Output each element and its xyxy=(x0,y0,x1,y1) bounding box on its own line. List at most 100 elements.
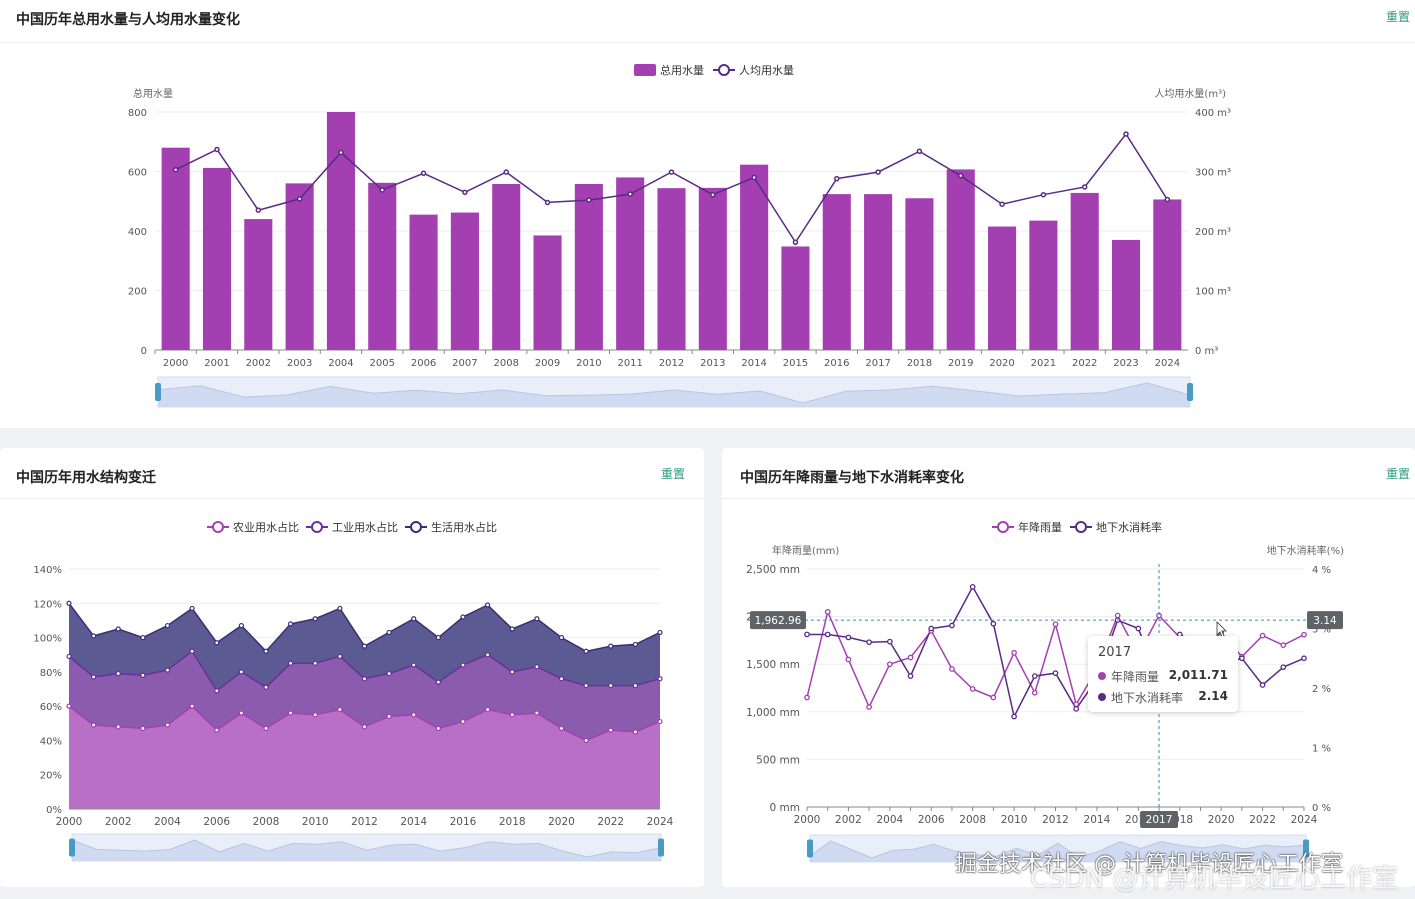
line-point xyxy=(969,686,976,692)
y-axis-title-left: 总用水量 xyxy=(133,87,173,100)
x-tick-label: 2019 xyxy=(948,358,973,369)
datazoom-preview-line xyxy=(809,840,1307,859)
line-point xyxy=(534,664,540,670)
line-point xyxy=(804,694,810,701)
bar xyxy=(244,219,273,350)
line-point xyxy=(255,207,262,213)
x-tick-label: 2018 xyxy=(907,358,932,369)
reset-button[interactable]: 重置 xyxy=(1386,10,1411,24)
y-tick-label: 500 mm xyxy=(756,754,800,766)
axis-pointer-label-x: 2017 xyxy=(1146,814,1173,826)
y-axis-title-right: 人均用水量(m³) xyxy=(1154,88,1226,100)
line-point xyxy=(435,725,441,732)
line-point xyxy=(657,629,663,636)
legend-label: 工业用水占比 xyxy=(332,520,398,534)
y-tick-label-right: 300 m³ xyxy=(1195,168,1231,179)
tooltip-row: 地下水消耗率 2.14 xyxy=(1098,689,1228,705)
line-point xyxy=(558,725,565,732)
divider xyxy=(0,42,1415,43)
line-point xyxy=(1301,655,1307,662)
line-point xyxy=(312,616,318,622)
panel-water-structure: 中国历年用水结构变迁 重置 农业用水占比 工业用水占比 生活用水占比 0% 20% 40%… xyxy=(0,448,704,887)
line-point xyxy=(668,169,675,175)
line-point xyxy=(435,679,441,685)
x-tick-label: 2004 xyxy=(154,816,181,828)
line-point xyxy=(1052,621,1059,628)
x-tick-label: 2002 xyxy=(105,816,132,828)
y-tick-label: 60% xyxy=(40,702,62,713)
y-tick-label: 0 xyxy=(141,346,147,357)
line-point xyxy=(534,710,540,716)
x-tick-label: 2007 xyxy=(452,358,477,369)
line-point xyxy=(66,703,72,709)
panel-title: 中国历年总用水量与人均用水量变化 xyxy=(16,12,240,28)
line-point xyxy=(460,662,466,668)
bar xyxy=(988,226,1017,350)
axis-pointer-label-bg xyxy=(750,611,806,630)
x-tick-label: 2013 xyxy=(700,358,725,369)
line-point xyxy=(91,633,97,639)
line-point xyxy=(288,710,294,716)
line-point xyxy=(238,710,244,716)
line-point xyxy=(66,600,72,606)
x-tick-label: 2008 xyxy=(253,816,280,828)
legend-label: 地下水消耗率 xyxy=(1096,520,1162,534)
line-point xyxy=(386,713,392,720)
reset-button[interactable]: 重置 xyxy=(661,467,686,481)
y-tick-label: 1,500 mm xyxy=(746,659,800,671)
y-tick-label-right: 4 % xyxy=(1312,565,1331,576)
tooltip-label: 年降雨量 xyxy=(1111,670,1160,684)
line-point xyxy=(1280,664,1287,671)
bar xyxy=(368,182,397,350)
line-point xyxy=(361,724,368,730)
x-tick-label: 2002 xyxy=(835,814,862,826)
axis-pointer-label-right: 3.14 xyxy=(1313,615,1337,627)
line-point xyxy=(386,629,392,636)
line-point xyxy=(657,718,663,725)
x-tick-label: 2002 xyxy=(246,358,271,369)
y-tick-label: 20% xyxy=(40,771,62,782)
line-point xyxy=(845,634,852,641)
bar xyxy=(822,194,851,350)
tooltip-title: 2017 xyxy=(1098,645,1132,660)
x-tick-label: 2014 xyxy=(741,358,766,369)
x-tick-label: 2003 xyxy=(287,358,312,369)
x-tick-label: 2015 xyxy=(783,358,808,369)
line-point xyxy=(804,631,810,638)
line-point xyxy=(834,175,840,182)
line-point xyxy=(214,640,220,646)
line-point xyxy=(509,669,515,675)
tooltip-value: 2.14 xyxy=(1198,689,1228,703)
bar xyxy=(946,169,975,350)
reset-button[interactable]: 重置 xyxy=(1386,467,1411,481)
x-tick-label: 2016 xyxy=(824,358,849,369)
line-point xyxy=(534,616,540,622)
y-tick-label-right: 2 % xyxy=(1312,684,1331,695)
x-tick-label: 2011 xyxy=(617,358,642,369)
line-point xyxy=(990,694,997,701)
line-point xyxy=(866,704,872,710)
x-tick-label: 2024 xyxy=(1291,814,1318,826)
datazoom-preview-line xyxy=(71,839,662,858)
line-point xyxy=(710,191,716,198)
bar xyxy=(202,167,232,350)
line-point xyxy=(411,712,417,718)
legend-label: 生活用水占比 xyxy=(431,520,497,534)
line-point xyxy=(172,166,179,173)
y-tick-label: 80% xyxy=(40,668,62,679)
line-point xyxy=(288,621,294,627)
x-tick-label: 2005 xyxy=(370,358,395,369)
x-tick-label: 2000 xyxy=(163,358,188,369)
line-point xyxy=(866,639,872,646)
datazoom-preview-line xyxy=(157,382,1191,404)
datazoom-handle-left xyxy=(69,838,75,857)
bar xyxy=(1111,239,1141,350)
line-point xyxy=(91,722,97,728)
bar xyxy=(781,246,810,350)
line-point xyxy=(1052,670,1059,676)
bar xyxy=(326,112,355,350)
line-point xyxy=(312,712,318,718)
panel-total-water: 中国历年总用水量与人均用水量变化 重置 总用水量 人均用水量 总用水量 人均用水量(m… xyxy=(0,0,1415,428)
legend-marker-icon xyxy=(1075,521,1087,533)
line-point xyxy=(875,169,881,175)
